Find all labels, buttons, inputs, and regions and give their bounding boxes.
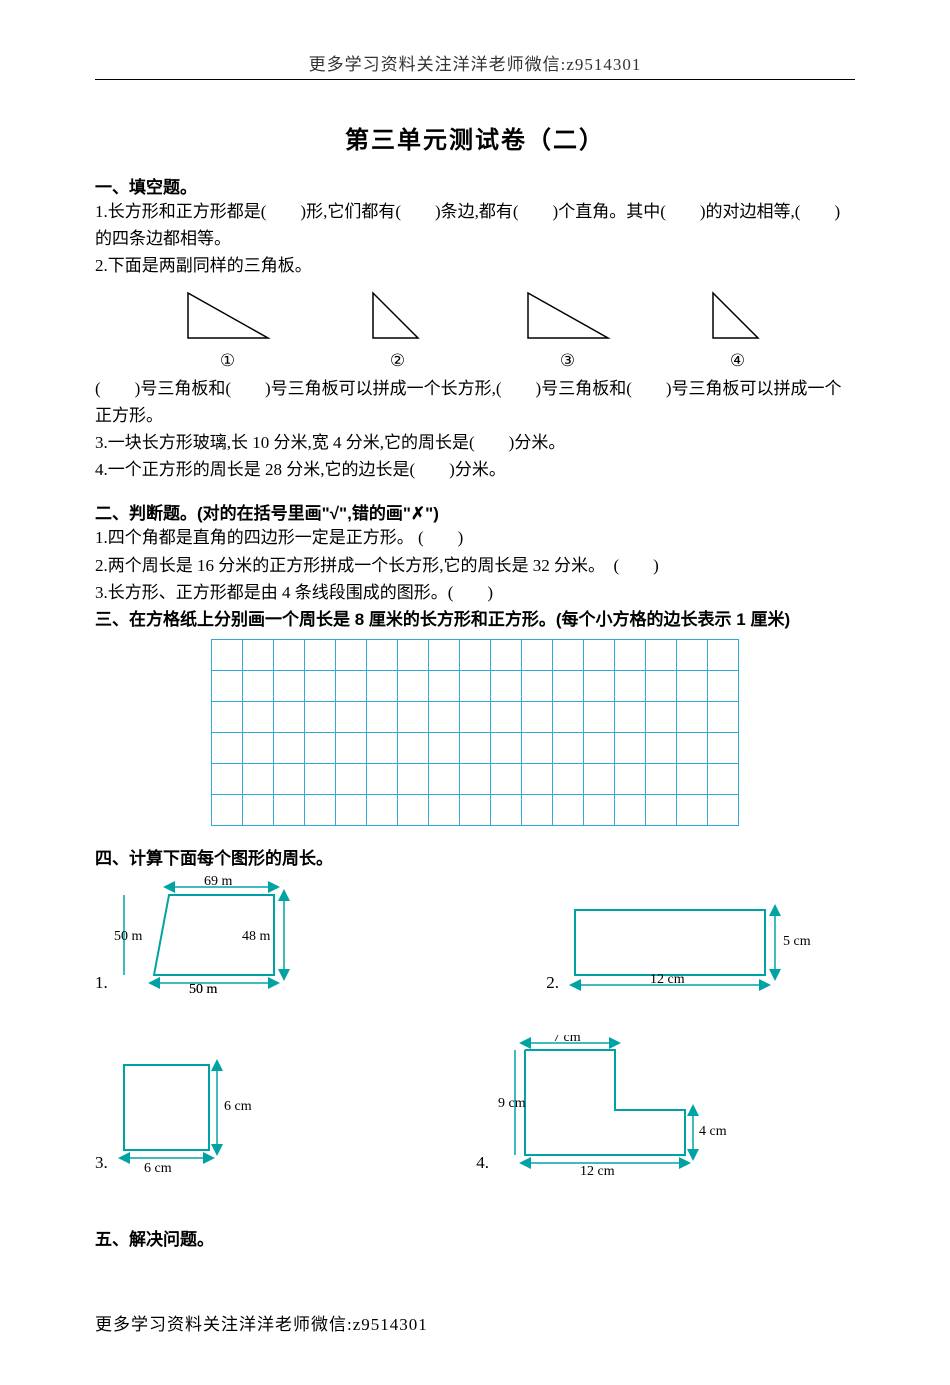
s4-left: 9 cm xyxy=(498,1096,526,1111)
q2-2: 2.两个周长是 16 分米的正方形拼成一个长方形,它的周长是 32 分米。 ( … xyxy=(95,552,855,579)
shape-2: 2. 5 cm 12 cm xyxy=(546,875,825,995)
shapes-row-1: 1. 69 m 50 m xyxy=(95,875,855,995)
s3-side2: 6 cm xyxy=(144,1161,172,1175)
s3-side: 6 cm xyxy=(224,1099,252,1114)
page: 更多学习资料关注洋洋老师微信:z9514301 第三单元测试卷（二） 一、填空题… xyxy=(0,0,950,1385)
shape-1-num: 1. xyxy=(95,973,108,993)
shape-4-svg: 7 cm 9 cm 4 cm 12 cm xyxy=(495,1035,735,1175)
q1-1: 1.长方形和正方形都是( )形,它们都有( )条边,都有( )个直角。其中( )… xyxy=(95,198,855,252)
triangle-1: ① xyxy=(183,288,273,371)
triangle-icon xyxy=(368,288,428,343)
shape-4-num: 4. xyxy=(476,1153,489,1173)
shape-2-num: 2. xyxy=(546,973,559,993)
s2-w: 12 cm xyxy=(650,972,685,987)
shape-1-svg: 69 m 50 m 48 m 50 m 50 m xyxy=(114,875,314,995)
page-header: 更多学习资料关注洋洋老师微信:z9514301 xyxy=(95,50,855,80)
section-2-head: 二、判断题。(对的在括号里画"√",错的画"✗") xyxy=(95,499,855,524)
shape-3: 3. 6 cm 6 cm xyxy=(95,1035,274,1175)
shapes-row-2: 3. 6 cm 6 cm 4. 7 cm 9 cm xyxy=(95,1035,855,1175)
s4-bottom: 12 cm xyxy=(580,1164,615,1175)
q1-2: 2.下面是两副同样的三角板。 xyxy=(95,252,855,279)
tri-label-2: ② xyxy=(368,351,428,371)
q1-3: 3.一块长方形玻璃,长 10 分米,宽 4 分米,它的周长是( )分米。 xyxy=(95,429,855,456)
grid-paper xyxy=(95,639,855,826)
section-5-head: 五、解决问题。 xyxy=(95,1225,855,1250)
tri-label-1: ① xyxy=(183,351,273,371)
s1-left: 50 m xyxy=(114,929,143,944)
section-3-head: 三、在方格纸上分别画一个周长是 8 厘米的长方形和正方形。(每个小方格的边长表示… xyxy=(95,606,855,633)
s1-top: 69 m xyxy=(204,875,233,889)
tri-label-4: ④ xyxy=(708,351,768,371)
page-footer: 更多学习资料关注洋洋老师微信:z9514301 xyxy=(95,1310,855,1335)
q2-3: 3.长方形、正方形都是由 4 条线段围成的图形。( ) xyxy=(95,579,855,606)
section-4-head: 四、计算下面每个图形的周长。 xyxy=(95,844,855,869)
triangle-icon xyxy=(183,288,273,343)
q1-4: 4.一个正方形的周长是 28 分米,它的边长是( )分米。 xyxy=(95,456,855,483)
s4-top: 7 cm xyxy=(553,1035,581,1045)
shape-1: 1. 69 m 50 m xyxy=(95,875,314,995)
page-title: 第三单元测试卷（二） xyxy=(95,120,855,155)
section-1-head: 一、填空题。 xyxy=(95,173,855,198)
q1-2b: ( )号三角板和( )号三角板可以拼成一个长方形,( )号三角板和( )号三角板… xyxy=(95,375,855,429)
triangles-row: ① ② ③ ④ xyxy=(135,288,815,371)
triangle-icon xyxy=(708,288,768,343)
tri-label-3: ③ xyxy=(523,351,613,371)
svg-text:50 m: 50 m xyxy=(189,982,218,995)
s4-step: 4 cm xyxy=(699,1124,727,1139)
shape-3-svg: 6 cm 6 cm xyxy=(114,1055,274,1175)
triangle-icon xyxy=(523,288,613,343)
shape-4: 4. 7 cm 9 cm 4 cm 12 cm xyxy=(476,1035,735,1175)
triangle-3: ③ xyxy=(523,288,613,371)
shape-3-num: 3. xyxy=(95,1153,108,1173)
q2-1: 1.四个角都是直角的四边形一定是正方形。 ( ) xyxy=(95,524,855,551)
shape-2-svg: 5 cm 12 cm xyxy=(565,895,825,995)
s2-h: 5 cm xyxy=(783,934,811,949)
triangle-2: ② xyxy=(368,288,428,371)
triangle-4: ④ xyxy=(708,288,768,371)
s1-right: 48 m xyxy=(242,929,271,944)
